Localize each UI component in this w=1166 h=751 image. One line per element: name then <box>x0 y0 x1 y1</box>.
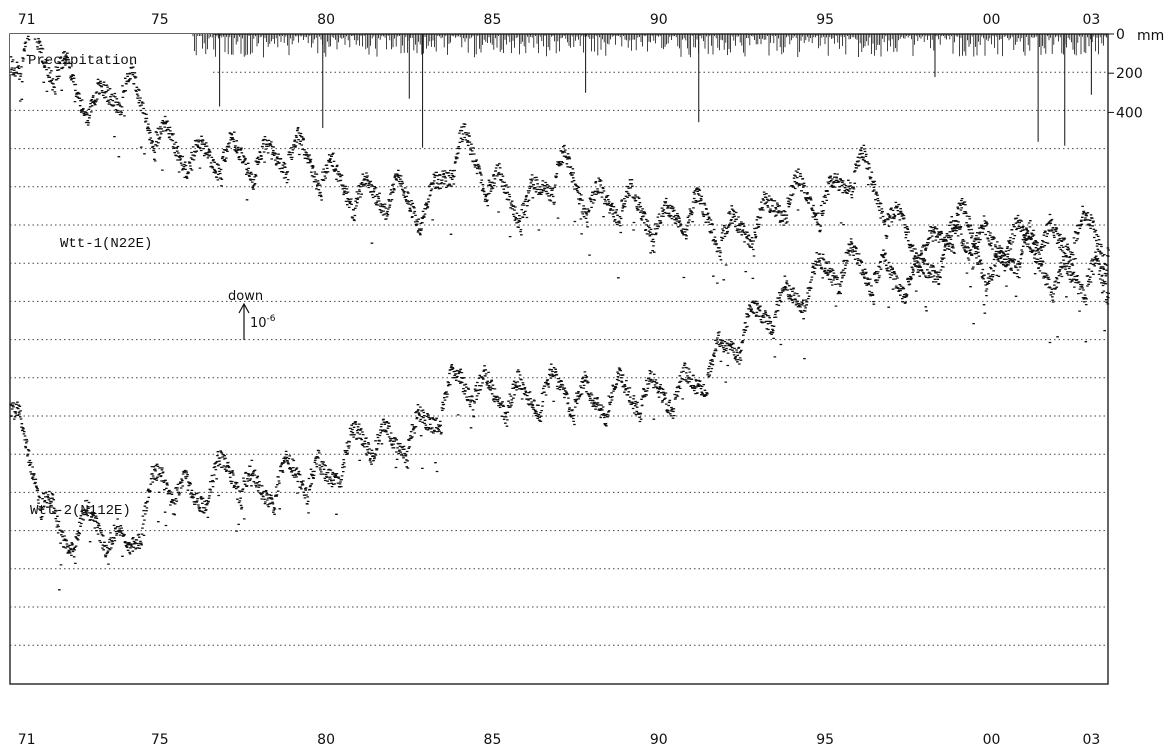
precipitation-bars <box>192 34 1107 148</box>
x-tick-label-bottom: 71 <box>18 732 36 748</box>
x-tick-label-top: 90 <box>650 12 668 28</box>
x-tick-label-top: 03 <box>1082 12 1100 28</box>
x-tick-label-top: 80 <box>317 12 335 28</box>
x-tick-label-bottom: 03 <box>1082 732 1100 748</box>
x-axis-bottom-ticks: 71 75 80 85 90 95 00 03 <box>18 732 1101 748</box>
series-dot-trace <box>9 205 1110 591</box>
grid-lines <box>10 71 1108 646</box>
x-tick-label-bottom: 80 <box>317 732 335 748</box>
x-tick-label-top: 75 <box>151 12 169 28</box>
x-tick-label-top: 71 <box>18 12 36 28</box>
scale-bar: down 10-6 <box>228 289 276 340</box>
x-tick-label-bottom: 90 <box>650 732 668 748</box>
precip-axis-label: 200 <box>1116 66 1143 82</box>
precipitation-label: Precipitation <box>28 53 137 69</box>
x-tick-label-top: 00 <box>983 12 1001 28</box>
precipitation-unit: mm <box>1137 28 1164 44</box>
precipitation-axis: 0 200 400 <box>1108 27 1143 121</box>
series-wtt2-label: Wtt-2(N112E) <box>30 503 131 519</box>
precipitation-daily-bars <box>192 34 1107 58</box>
scale-bar-arrow-icon <box>238 302 250 314</box>
precip-axis-label: 0 <box>1116 27 1125 43</box>
series-dot-trace <box>9 35 1110 344</box>
x-tick-label-bottom: 75 <box>151 732 169 748</box>
precip-axis-label: 400 <box>1116 105 1143 121</box>
scale-bar-direction: down <box>228 289 263 304</box>
plot-frame <box>9 33 1109 685</box>
series-wtt1-points <box>9 35 1110 344</box>
x-axis-top-ticks: 71 75 80 85 90 95 00 03 <box>18 12 1101 28</box>
x-tick-label-bottom: 85 <box>484 732 502 748</box>
series-wtt1-label: Wtt-1(N22E) <box>60 236 152 252</box>
x-tick-label-bottom: 00 <box>983 732 1001 748</box>
x-tick-label-bottom: 95 <box>816 732 834 748</box>
x-tick-label-top: 85 <box>484 12 502 28</box>
series-wtt2-points <box>9 205 1110 591</box>
scale-bar-value: 10-6 <box>250 314 276 331</box>
x-tick-label-top: 95 <box>816 12 834 28</box>
